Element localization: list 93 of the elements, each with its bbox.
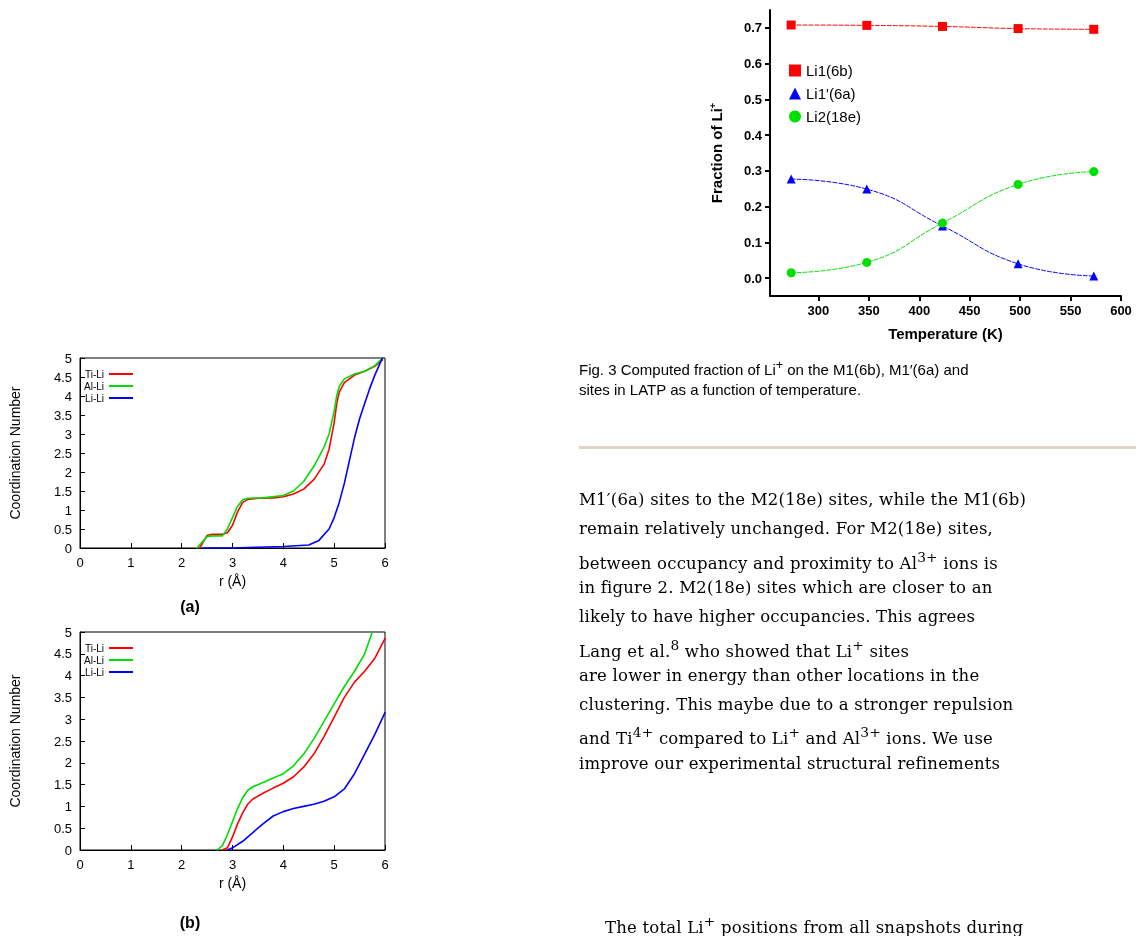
y-tick-label: 0.6: [743, 56, 762, 72]
point: [862, 184, 872, 194]
text: (b): [179, 914, 201, 932]
x-tick-label: 600: [1110, 303, 1132, 318]
point: [937, 21, 947, 31]
x-tick-label: 6: [381, 555, 389, 570]
y-axis-title: Fraction of Li+: [707, 102, 725, 204]
y-tick-label: 2: [64, 755, 72, 771]
x-tick-label: 3: [228, 555, 237, 570]
legend-label: Li1'(6a): [806, 85, 856, 102]
legend-label: Li-Li: [85, 392, 104, 404]
x-axis-title: Temperature (K): [888, 325, 1003, 342]
legend-label: Al-Li: [83, 380, 104, 392]
line-series: [226, 711, 386, 851]
x-tick-label: 500: [1009, 303, 1031, 318]
x-tick-label: 0: [76, 555, 84, 570]
y-tick-label: 0.5: [743, 91, 762, 107]
y-tick-label: 2.5: [53, 445, 72, 461]
y-tick-label: 4.5: [53, 369, 72, 385]
point: [862, 257, 872, 267]
y-tick-label: 4: [64, 388, 72, 404]
legend-label: Ti-Li: [84, 642, 104, 654]
y-tick-label: 0.5: [53, 820, 72, 836]
legend-label: Li2(18e): [806, 108, 862, 125]
x-tick-label: 400: [908, 303, 931, 318]
point: [786, 20, 796, 30]
text: remain relatively unchanged. For M2(18e) sites,: [579, 519, 993, 539]
text: are lower in energy than other locations in the: [579, 665, 980, 685]
x-tick-label: 300: [807, 303, 830, 318]
text: M1′(6a) sites to the M2(18e) sites, while the M1(6b): [579, 490, 1027, 509]
legend-label: Li1(6b): [806, 62, 853, 79]
text: between occupancy and proximity to Al$^{3+}$ ions is: [579, 548, 998, 573]
y-tick-label: 1.5: [53, 777, 72, 793]
y-tick-label: 0.5: [53, 521, 72, 537]
point: [786, 268, 796, 278]
y-tick-label: 1: [64, 798, 72, 814]
y-tick-label: 0.0: [743, 270, 762, 286]
y-tick-label: 2: [64, 464, 72, 480]
point: [786, 174, 796, 184]
point: [862, 20, 872, 30]
y-tick-label: 0.7: [743, 20, 762, 36]
x-tick-label: 1: [127, 555, 135, 570]
legend-label: Li-Li: [85, 666, 104, 678]
x-axis-title: r (Å): [218, 874, 247, 891]
x-tick-label: 2: [178, 555, 186, 570]
point: [1013, 24, 1023, 34]
x-tick-label: 5: [330, 857, 338, 872]
y-tick-label: 3: [64, 426, 72, 442]
x-tick-label: 0: [76, 857, 84, 872]
y-tick-label: 0.3: [743, 163, 762, 179]
legend-label: Al-Li: [83, 654, 104, 666]
point: [1089, 167, 1099, 177]
legend-label: Ti-Li: [84, 368, 104, 380]
x-tick-label: 4: [279, 555, 287, 570]
y-tick-label: 0.4: [743, 127, 763, 143]
text: improve our experimental structural refinements: [579, 753, 1001, 773]
text: (a): [180, 598, 200, 616]
y-tick-label: 1.5: [53, 483, 72, 499]
x-tick-label: 450: [958, 303, 981, 318]
x-tick-label: 4: [279, 857, 287, 872]
caption: Fig. 3 Computed fraction of Li$^{+}$ on the M1(6b), M1′(6a) and: [579, 358, 969, 378]
text: The total Li$^{+}$ positions from all snapshots during: [605, 913, 1024, 936]
y-tick-label: 4.5: [53, 646, 72, 662]
text: in figure 2. M2(18e) sites which are closer to an: [579, 577, 993, 597]
y-tick-label: 5: [64, 350, 72, 366]
x-axis-title: r (Å): [218, 572, 247, 589]
y-axis-title: Coordination Number: [7, 386, 23, 520]
text: clustering. This maybe due to a stronger repulsion: [579, 695, 1014, 715]
y-tick-label: 0: [64, 842, 72, 858]
x-tick-label: 3: [228, 857, 237, 872]
x-tick-label: 6: [381, 857, 389, 872]
text: Lang et al.$^{8}$ who showed that Li$^{+}$ sites: [579, 636, 910, 660]
y-tick-label: 0: [64, 540, 72, 556]
y-tick-label: 3: [64, 711, 72, 727]
y-tick-label: 0.1: [743, 234, 762, 250]
x-tick-label: 350: [857, 303, 880, 318]
y-axis-title: Coordination Number: [7, 674, 23, 808]
text: sites in LATP as a function of temperature.: [579, 381, 862, 398]
text: and Ti$^{4+}$ compared to Li$^{+}$ and Al$^{3+}$ ions. We use: [579, 724, 994, 748]
x-tick-label: 2: [178, 857, 186, 872]
x-tick-label: 5: [330, 555, 338, 570]
x-tick-label: 550: [1059, 303, 1082, 318]
y-tick-label: 5: [64, 624, 72, 640]
point: [1013, 179, 1023, 189]
y-tick-label: 1: [64, 502, 72, 518]
point: [1089, 24, 1099, 34]
x-tick-label: 1: [127, 857, 135, 872]
y-tick-label: 2.5: [53, 733, 72, 749]
y-tick-label: 0.2: [743, 199, 762, 215]
y-tick-label: 3.5: [53, 689, 72, 705]
text: likely to have higher occupancies. This agrees: [579, 607, 976, 627]
y-tick-label: 3.5: [53, 407, 72, 423]
y-tick-label: 4: [64, 668, 72, 684]
